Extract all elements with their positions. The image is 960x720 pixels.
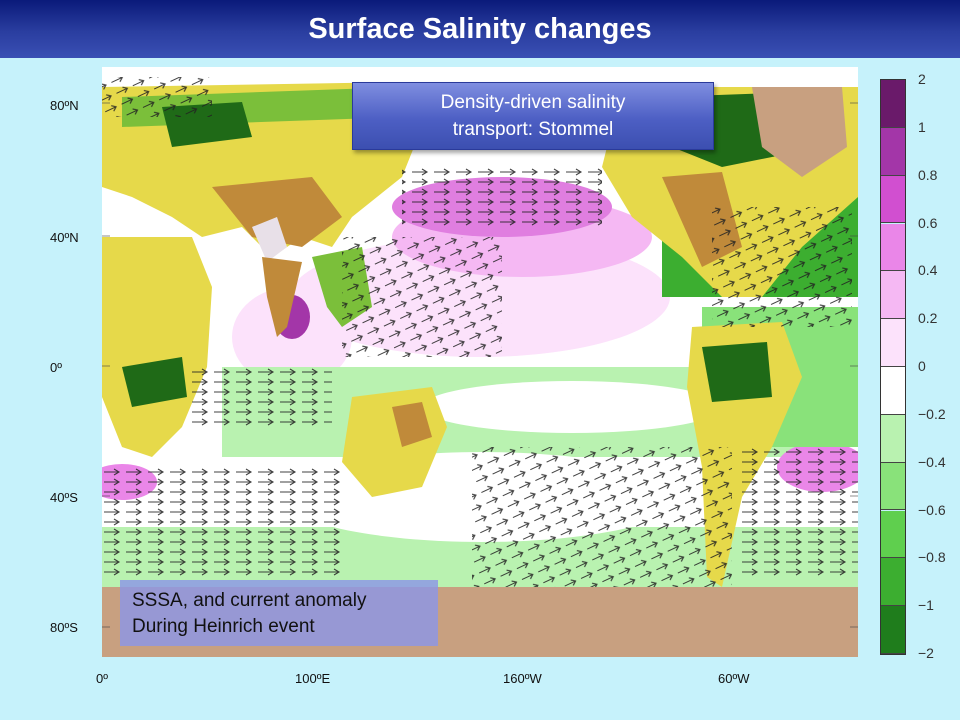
stommel-callout-line1: Density-driven salinity <box>440 92 626 113</box>
lon-label-100e: 100ºE <box>295 671 331 686</box>
colorbar-swatch <box>881 510 905 559</box>
salinity-map <box>102 67 858 657</box>
colorbar-tick-label: 0.8 <box>918 166 938 183</box>
slide-title: Surface Salinity changes <box>308 12 652 45</box>
lat-label-0: 0º <box>50 360 62 375</box>
colorbar-tick-label: 2 <box>918 71 926 87</box>
south-pacific-arrows <box>472 447 732 587</box>
sssa-callout: SSSA, and current anomaly During Heinric… <box>120 580 438 646</box>
lat-label-40n: 40ºN <box>50 230 79 245</box>
himalaya-region <box>212 177 342 247</box>
colorbar-tick-label: −0.6 <box>918 501 946 518</box>
amazon-forest <box>702 342 772 402</box>
lat-label-80s: 80ºS <box>50 620 78 635</box>
australia-interior <box>392 402 432 447</box>
greenland <box>752 87 847 177</box>
lat-label-80n: 80ºN <box>50 98 79 113</box>
tibet-plateau <box>252 217 287 262</box>
colorbar-swatch <box>881 319 905 367</box>
sssa-callout-line2: During Heinrich event <box>132 616 315 637</box>
colorbar-tick-label: −2 <box>918 645 934 661</box>
title-bar: Surface Salinity changes <box>0 0 960 58</box>
lat-label-40s: 40ºS <box>50 490 78 505</box>
map-ticks <box>102 102 858 628</box>
salinity-colorbar <box>880 79 906 655</box>
colorbar-tick-label: −0.2 <box>918 405 946 422</box>
lon-label-0: 0º <box>96 671 108 686</box>
colorbar-swatch <box>881 127 905 176</box>
colorbar-tick-label: 1 <box>918 118 926 135</box>
sssa-callout-line1: SSSA, and current anomaly <box>132 590 367 611</box>
colorbar-tick-label: 0 <box>918 358 926 374</box>
colorbar-tick-label: 0.4 <box>918 262 938 279</box>
congo-forest <box>122 357 187 407</box>
colorbar-swatch <box>881 558 905 607</box>
colorbar-swatch <box>881 606 905 654</box>
colorbar-swatch <box>881 80 905 128</box>
colorbar-swatch <box>881 462 905 511</box>
colorbar-swatch <box>881 223 905 272</box>
arctic-arrows <box>102 77 212 117</box>
stommel-callout: Density-driven salinity transport: Stomm… <box>352 82 714 150</box>
stommel-callout-line2: transport: Stommel <box>452 119 614 140</box>
colorbar-swatch <box>881 271 905 320</box>
north-atlantic-arrows <box>712 207 852 327</box>
west-pacific-arrows <box>342 237 502 357</box>
colorbar-swatch <box>881 367 905 415</box>
colorbar-swatch <box>881 175 905 224</box>
africa <box>102 237 212 457</box>
colorbar-tick-label: 0.6 <box>918 214 938 231</box>
lon-label-160w: 160ºW <box>503 671 542 686</box>
current-anomaly-arrows <box>102 77 858 587</box>
colorbar-tick-label: 0.2 <box>918 310 938 327</box>
india <box>262 257 302 337</box>
equatorial-gap <box>422 381 722 433</box>
southern-indian-arrows <box>102 467 342 577</box>
indian-ocean-arrows <box>192 367 332 427</box>
map-svg <box>102 67 858 657</box>
kuroshio-arrows <box>402 167 602 227</box>
colorbar-tick-label: −0.4 <box>918 453 946 470</box>
colorbar-tick-label: −0.8 <box>918 549 946 566</box>
south-atlantic-arrows <box>742 447 858 577</box>
colorbar-swatch <box>881 414 905 463</box>
lon-label-60w: 60ºW <box>718 671 750 686</box>
colorbar-tick-label: −1 <box>918 597 934 614</box>
